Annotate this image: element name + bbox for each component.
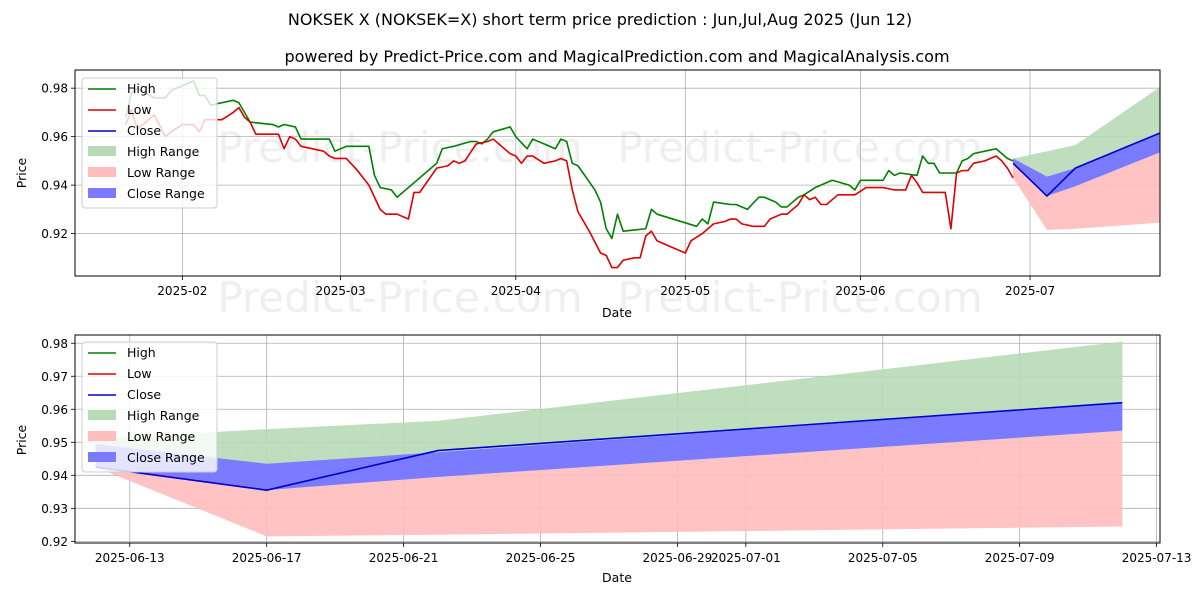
close-range-band	[95, 402, 1123, 491]
x-tick-label: 2025-03	[316, 284, 366, 298]
watermark-top-3: Predict-Price.com	[217, 273, 582, 322]
legend-low-range-swatch	[88, 167, 116, 177]
x-tick-label: 2025-05	[660, 284, 710, 298]
legend-low-range-label: Low Range	[127, 165, 196, 180]
y-tick-label: 0.96	[41, 130, 68, 144]
legend-top: High Low Close High Range Low Range Clos…	[81, 77, 218, 209]
low-range-band	[95, 430, 1123, 537]
x-axis-label-bottom: Date	[602, 570, 632, 585]
plot-frame-bottom	[74, 334, 1161, 544]
legend-close-label: Close	[127, 387, 161, 402]
y-axis-label-bottom: Price	[14, 424, 29, 455]
y-tick-label: 0.98	[41, 82, 68, 96]
legend-low-label: Low	[127, 102, 152, 117]
panel-bottom: Predict-Price.com Predict-Price.com 2025…	[14, 334, 1192, 585]
legend-low-label: Low	[127, 366, 152, 381]
low-range-band	[1013, 152, 1160, 230]
x-tick-label: 2025-06-13	[95, 551, 165, 565]
x-tick-label: 2025-07-01	[711, 551, 781, 565]
x-axis-label-top: Date	[602, 305, 632, 320]
x-tick-label: 2025-06-25	[506, 551, 576, 565]
plot-frame-top	[74, 69, 1161, 277]
legend-close-range-swatch	[88, 452, 116, 462]
x-tick-label: 2025-06-17	[232, 551, 302, 565]
low-series-line	[125, 106, 1014, 269]
y-tick-label: 0.94	[41, 469, 68, 483]
y-tick-label: 0.97	[41, 370, 68, 384]
x-tick-label: 2025-06	[835, 284, 885, 298]
x-tick-label: 2025-07-13	[1122, 551, 1192, 565]
x-tick-label: 2025-06-29	[643, 551, 713, 565]
legend-close-range-swatch	[88, 188, 116, 198]
x-tick-label: 2025-06-21	[369, 551, 439, 565]
legend-high-range-swatch	[88, 146, 116, 156]
legend-high-label: High	[127, 81, 156, 96]
watermark-top-4: Predict-Price.com	[617, 273, 982, 322]
x-tick-label: 2025-07	[1005, 284, 1055, 298]
y-tick-label: 0.92	[41, 227, 68, 241]
x-tick-label: 2025-02	[157, 284, 207, 298]
legend-high-range-swatch	[88, 410, 116, 420]
y-tick-label: 0.92	[41, 535, 68, 549]
legend-high-range-label: High Range	[127, 408, 200, 423]
legend-close-label: Close	[127, 123, 161, 138]
watermark-top-2: Predict-Price.com	[617, 123, 982, 172]
legend-low-range-label: Low Range	[127, 429, 196, 444]
y-tick-label: 0.96	[41, 403, 68, 417]
x-tick-label: 2025-07-09	[985, 551, 1055, 565]
x-tick-label: 2025-07-05	[848, 551, 918, 565]
high-series-line	[125, 80, 1014, 240]
y-axis-label-top: Price	[14, 157, 29, 188]
close-series-line	[1012, 132, 1161, 197]
chart-subtitle: powered by Predict-Price.com and Magical…	[284, 47, 949, 66]
y-tick-label: 0.94	[41, 179, 68, 193]
legend-high-label: High	[127, 345, 156, 360]
y-tick-label: 0.95	[41, 436, 68, 450]
y-tick-label: 0.98	[41, 337, 68, 351]
y-tick-label: 0.93	[41, 502, 68, 516]
legend-high-range-label: High Range	[127, 144, 200, 159]
legend-low-range-swatch	[88, 431, 116, 441]
close-series-line	[95, 401, 1123, 491]
panel-top: Predict-Price.com Predict-Price.com Pred…	[14, 69, 1161, 322]
legend-bottom: High Low Close High Range Low Range Clos…	[81, 341, 218, 473]
x-tick-label: 2025-04	[491, 284, 541, 298]
chart-title: NOKSEK X (NOKSEK=X) short term price pre…	[288, 10, 912, 29]
high-range-band	[95, 341, 1123, 464]
legend-close-range-label: Close Range	[127, 186, 205, 201]
legend-close-range-label: Close Range	[127, 450, 205, 465]
high-range-band	[1013, 86, 1160, 177]
